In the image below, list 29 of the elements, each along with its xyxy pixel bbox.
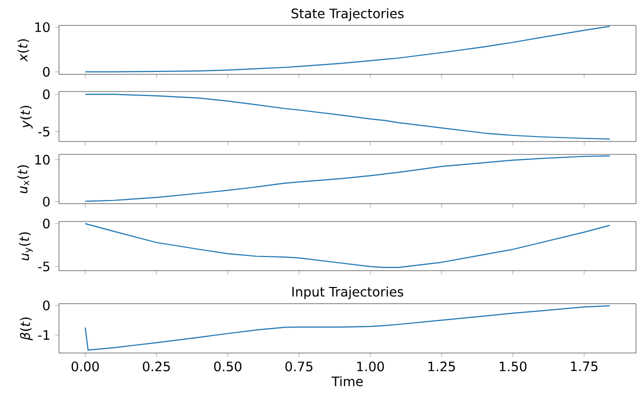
line-series	[84, 305, 610, 351]
y-axis-title: u$_{y}$(t)	[19, 232, 33, 260]
x-tick-label: 0.75	[285, 362, 312, 372]
chart-title: Input Trajectories	[292, 286, 404, 300]
y-tick-label: 0	[43, 218, 50, 228]
y-tick-label: 10	[35, 154, 50, 165]
y-tick-label: -1	[38, 330, 50, 340]
y-axis-title: β(t)	[20, 318, 33, 340]
line-series	[84, 155, 610, 202]
line-series	[84, 223, 610, 268]
y-axis-title: x(t)	[17, 39, 30, 62]
x-tick-label: 0.25	[142, 362, 170, 372]
x-tick-label: 1.00	[357, 362, 384, 372]
x-tick-label: 1.75	[571, 362, 598, 372]
x-tick-label: 0.00	[72, 362, 99, 372]
y-tick-label: 10	[35, 22, 50, 32]
y-tick-label: 0	[43, 89, 50, 100]
y-axis-title: u$_{x}$(t)	[17, 165, 30, 194]
y-tick-label: 0	[43, 196, 50, 207]
chart-title: State Trajectories	[292, 8, 404, 21]
x-tick-label: 1.25	[428, 362, 455, 372]
y-tick-label: 0	[43, 66, 50, 77]
x-tick-label: 0.50	[214, 362, 242, 372]
y-tick-label: -5	[38, 126, 50, 136]
y-axis-title: y(t)	[20, 106, 33, 129]
y-tick-label: -5	[38, 262, 50, 272]
x-axis-title: Time	[332, 376, 363, 386]
y-tick-label: 0	[43, 300, 50, 310]
x-tick-label: 1.50	[500, 362, 526, 372]
